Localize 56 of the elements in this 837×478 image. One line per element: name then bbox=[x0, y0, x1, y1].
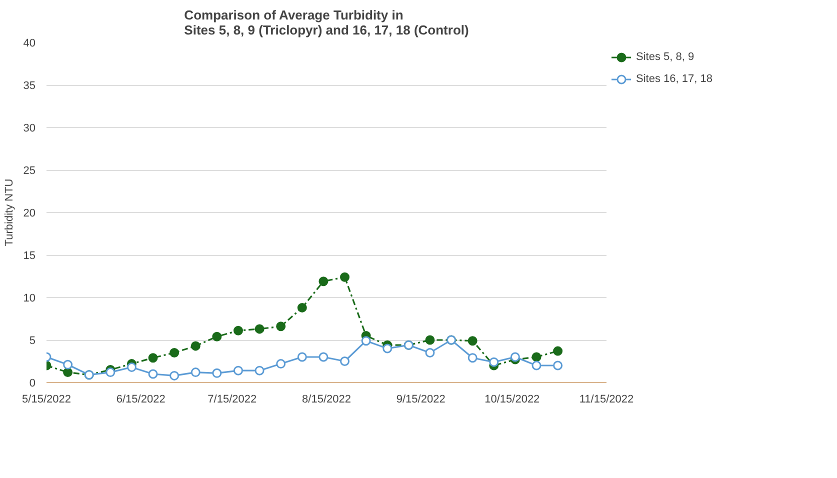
point bbox=[148, 369, 158, 379]
y-tick-label: 5 bbox=[29, 335, 36, 347]
y-tick-label: 40 bbox=[23, 38, 36, 50]
legend-label: Sites 5, 8, 9 bbox=[636, 51, 696, 63]
y-tick-label: 15 bbox=[23, 250, 36, 262]
point bbox=[382, 344, 392, 354]
point bbox=[489, 357, 499, 367]
point bbox=[340, 272, 350, 282]
y-tick-label: 35 bbox=[23, 80, 36, 92]
point bbox=[361, 336, 371, 346]
point bbox=[318, 352, 328, 362]
y-axis-title: Turbidity NTU bbox=[3, 178, 16, 246]
point bbox=[190, 341, 200, 351]
point bbox=[468, 353, 478, 363]
point bbox=[340, 356, 350, 366]
point bbox=[425, 335, 435, 345]
point bbox=[468, 336, 478, 346]
point bbox=[212, 332, 222, 342]
chart-title: Comparison of Average Turbidity in Sites 5, 8, 9 (Triclopyr) and 16, 17, 18 (Control) bbox=[184, 8, 469, 38]
y-tick-label: 30 bbox=[23, 122, 36, 134]
x-tick-label: 8/15/2022 bbox=[302, 394, 351, 406]
point bbox=[254, 324, 264, 334]
point bbox=[276, 322, 286, 332]
y-tick-label: 20 bbox=[23, 208, 36, 220]
point bbox=[276, 359, 286, 369]
point bbox=[254, 366, 264, 376]
point bbox=[63, 360, 73, 370]
point bbox=[233, 326, 243, 336]
point bbox=[425, 348, 435, 358]
point bbox=[297, 352, 307, 362]
x-tick-label: 10/15/2022 bbox=[484, 394, 540, 406]
point bbox=[126, 362, 136, 372]
point bbox=[170, 370, 180, 380]
point bbox=[532, 360, 542, 370]
point bbox=[170, 348, 180, 358]
legend-label: Sites 16, 17, 18 bbox=[636, 73, 714, 85]
y-tick-label: 10 bbox=[23, 292, 36, 304]
point bbox=[148, 353, 158, 363]
point bbox=[233, 366, 243, 376]
point bbox=[297, 302, 307, 312]
point bbox=[510, 352, 520, 362]
x-tick-label: 7/15/2022 bbox=[208, 394, 257, 406]
point bbox=[63, 368, 73, 378]
point bbox=[553, 346, 563, 356]
point bbox=[106, 368, 116, 378]
point bbox=[318, 276, 328, 286]
y-tick-label: 25 bbox=[23, 165, 36, 177]
y-tick-label: 0 bbox=[29, 378, 36, 390]
x-tick-label: 11/15/2022 bbox=[579, 394, 634, 406]
point bbox=[553, 360, 563, 370]
point bbox=[190, 368, 200, 378]
point bbox=[532, 352, 542, 362]
point bbox=[212, 368, 222, 378]
x-tick-label: 9/15/2022 bbox=[396, 394, 446, 406]
x-tick-label: 6/15/2022 bbox=[116, 394, 166, 406]
x-tick-label: 5/15/2022 bbox=[22, 394, 71, 406]
